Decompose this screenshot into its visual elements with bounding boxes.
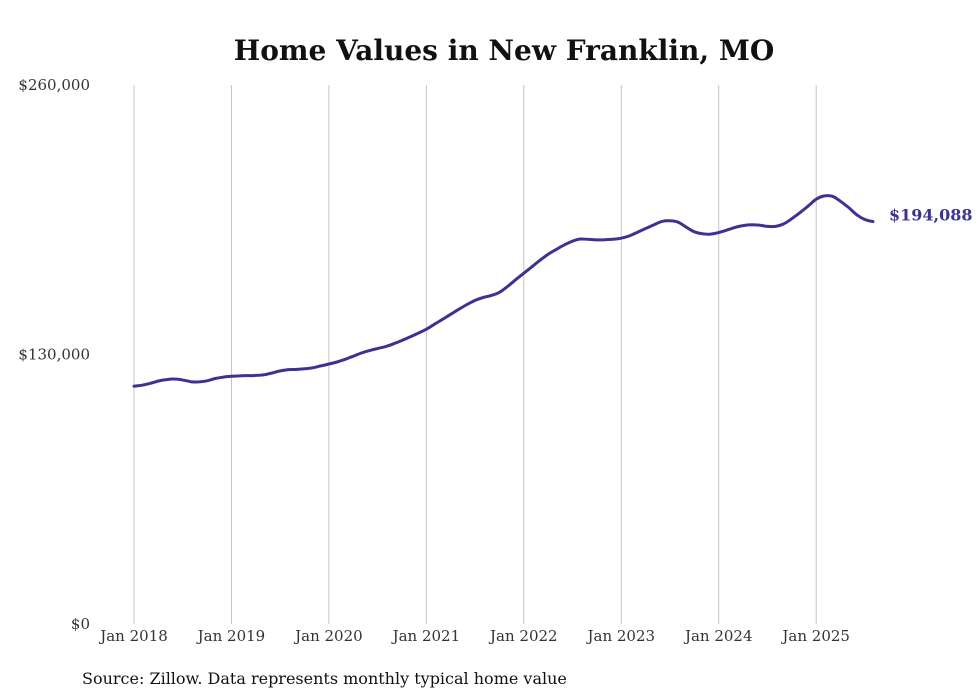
chart-title: Home Values in New Franklin, MO [234, 34, 775, 67]
y-tick-label: $130,000 [18, 346, 90, 364]
x-axis-tick-labels: Jan 2018 Jan 2019 Jan 2020 Jan 2021 Jan 2022… [98, 627, 850, 645]
home-value-line [132, 194, 875, 388]
y-tick-label: $260,000 [18, 76, 90, 94]
y-axis-tick-labels: $0 $130,000 $260,000 [18, 76, 90, 633]
x-tick-label: Jan 2018 [98, 627, 168, 645]
x-tick-label: Jan 2019 [196, 627, 266, 645]
source-note: Source: Zillow. Data represents monthly … [82, 669, 567, 688]
vertical-gridlines [133, 85, 817, 624]
y-tick-label: $0 [71, 615, 90, 633]
x-tick-label: Jan 2022 [488, 627, 558, 645]
latest-value-label: $194,088 [889, 206, 973, 225]
x-tick-label: Jan 2021 [391, 627, 461, 645]
x-tick-label: Jan 2024 [683, 627, 753, 645]
x-tick-label: Jan 2025 [780, 627, 850, 645]
x-tick-label: Jan 2020 [293, 627, 363, 645]
x-tick-label: Jan 2023 [585, 627, 655, 645]
